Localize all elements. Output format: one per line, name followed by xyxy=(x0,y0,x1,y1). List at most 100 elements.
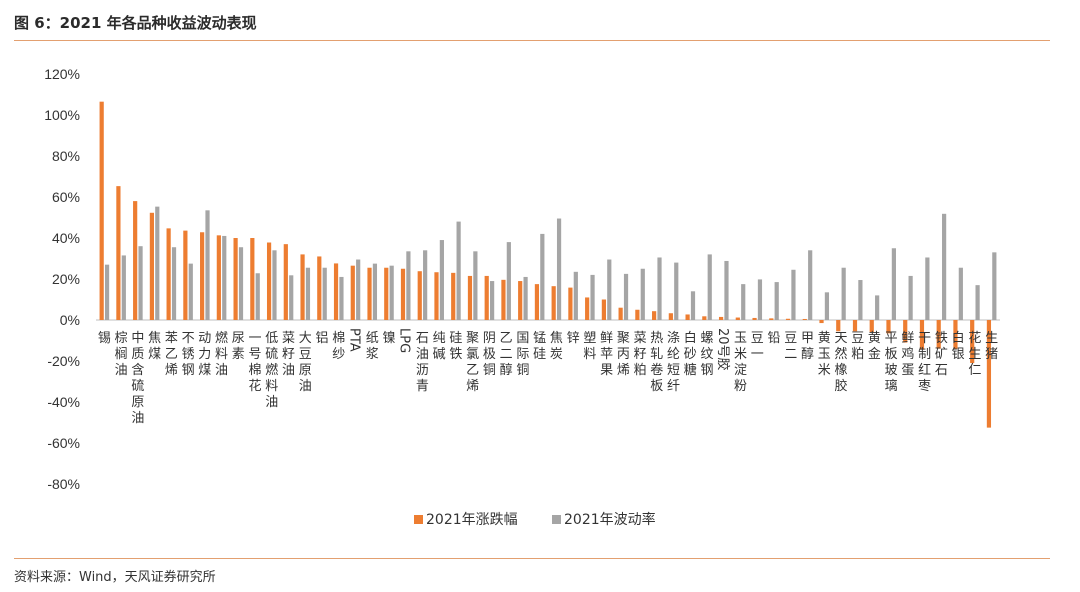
bar-change xyxy=(986,320,992,428)
x-tick-label: 黄玉米 xyxy=(818,331,831,378)
x-tick-label: 锌 xyxy=(567,331,580,346)
bar-change xyxy=(216,235,221,320)
legend-swatch-vol xyxy=(552,515,561,524)
bar-volatility xyxy=(255,273,260,320)
bar-volatility xyxy=(707,254,712,320)
bar-change xyxy=(266,242,272,320)
x-tick-label: 苯乙烯 xyxy=(165,331,178,378)
y-tick-label: 20% xyxy=(52,271,80,287)
bar-volatility xyxy=(657,257,662,320)
legend: 2021年涨跌幅 2021年波动率 xyxy=(414,511,656,528)
x-tick-label: PTA xyxy=(346,328,361,352)
x-tick-label: 涤纶短纤 xyxy=(667,331,680,394)
bar-change xyxy=(836,320,841,332)
bar-volatility xyxy=(171,247,177,320)
bar-volatility xyxy=(289,275,294,320)
bar-volatility xyxy=(640,268,645,320)
bar-change xyxy=(133,201,138,320)
bar-change xyxy=(685,314,690,320)
x-tick-label: 锡 xyxy=(98,331,111,346)
source-note: 资料来源：Wind，天风证券研究所 xyxy=(14,570,216,585)
bar-volatility xyxy=(456,221,461,320)
bar-volatility xyxy=(155,206,160,320)
bar-volatility xyxy=(975,285,980,320)
bar-change xyxy=(183,230,188,320)
bar-change xyxy=(886,320,891,334)
bar-change xyxy=(350,265,355,320)
x-tick-label: 20号胶 xyxy=(715,328,731,371)
y-tick-label: 80% xyxy=(52,148,80,164)
bar-change xyxy=(652,311,657,320)
x-tick-label: 热轧卷板 xyxy=(650,331,663,394)
bar-volatility xyxy=(389,265,394,320)
bar-change xyxy=(568,287,573,320)
y-tick-label: -80% xyxy=(47,476,80,492)
bar-volatility xyxy=(891,248,896,320)
bar-volatility xyxy=(423,250,428,320)
x-tick-label: 阴极铜 xyxy=(483,331,496,378)
bar-volatility xyxy=(841,267,846,320)
x-tick-label: 豆一 xyxy=(751,331,764,362)
title-underline xyxy=(14,40,1050,41)
bar-volatility xyxy=(406,251,411,320)
x-tick-label: 硅铁 xyxy=(449,331,462,362)
bar-volatility xyxy=(205,210,210,320)
x-tick-label: 花生仁 xyxy=(968,330,981,378)
x-tick-label: 塑料 xyxy=(583,331,596,362)
bar-volatility xyxy=(791,269,796,320)
bar-volatility xyxy=(607,259,612,320)
bar-change xyxy=(451,272,456,320)
x-tick-label: 平板玻璃 xyxy=(885,331,898,394)
x-tick-label: 菜籽粕 xyxy=(634,331,647,378)
bar-volatility xyxy=(104,264,110,320)
bar-volatility xyxy=(305,267,311,320)
bar-volatility xyxy=(992,252,997,320)
legend-label-change: 2021年涨跌幅 xyxy=(426,512,518,528)
x-tick-label: 不锈钢 xyxy=(182,331,195,378)
x-tick-label: 纯碱 xyxy=(433,331,446,362)
bar-volatility xyxy=(824,292,830,320)
x-tick-label: 天然橡胶 xyxy=(834,331,847,394)
x-tick-label: 低硫燃料油 xyxy=(265,331,278,410)
bar-change xyxy=(518,281,523,320)
y-tick-label: -60% xyxy=(47,435,80,451)
x-tick-label: 乙二醇 xyxy=(500,331,513,378)
x-tick-label: 白砂糖 xyxy=(684,330,697,378)
bar-volatility xyxy=(623,273,629,320)
bar-volatility xyxy=(942,213,947,320)
x-tick-label: 国际铜 xyxy=(516,331,529,378)
bar-volatility xyxy=(925,257,930,320)
bar-volatility xyxy=(272,250,277,320)
y-tick-label: -20% xyxy=(47,353,80,369)
bar-change xyxy=(233,238,238,320)
bar-change xyxy=(785,318,791,320)
bar-volatility xyxy=(490,281,495,320)
bar-change xyxy=(802,318,807,320)
bar-change xyxy=(618,307,623,320)
x-tick-label: 棕榈油 xyxy=(115,331,128,378)
bar-volatility xyxy=(138,246,143,320)
bar-change xyxy=(735,317,740,320)
x-tick-label: LPG xyxy=(397,328,412,353)
x-tick-label: 大豆原油 xyxy=(299,331,312,394)
bar-change xyxy=(400,268,406,320)
x-tick-label: 豆粕 xyxy=(851,331,864,362)
x-tick-label: 焦煤 xyxy=(148,331,161,362)
x-tick-label: 铅 xyxy=(767,331,780,346)
bar-change xyxy=(501,279,506,320)
bar-change xyxy=(819,320,824,324)
bar-volatility xyxy=(808,250,813,320)
bar-volatility xyxy=(523,276,528,320)
bar-change xyxy=(484,275,489,320)
x-tick-label: 白银 xyxy=(952,330,965,362)
y-axis: 120% 100% 80% 60% 40% 20% 0% -20% -40% -60% -80% xyxy=(44,66,1000,492)
bar-change xyxy=(903,320,908,343)
bar-volatility xyxy=(774,282,779,320)
bar-volatility xyxy=(573,271,578,320)
y-tick-label: 0% xyxy=(60,312,80,328)
bar-change xyxy=(99,101,104,320)
x-tick-label: 豆二 xyxy=(784,331,797,362)
y-tick-label: 100% xyxy=(44,107,80,123)
bar-volatility xyxy=(473,251,478,320)
